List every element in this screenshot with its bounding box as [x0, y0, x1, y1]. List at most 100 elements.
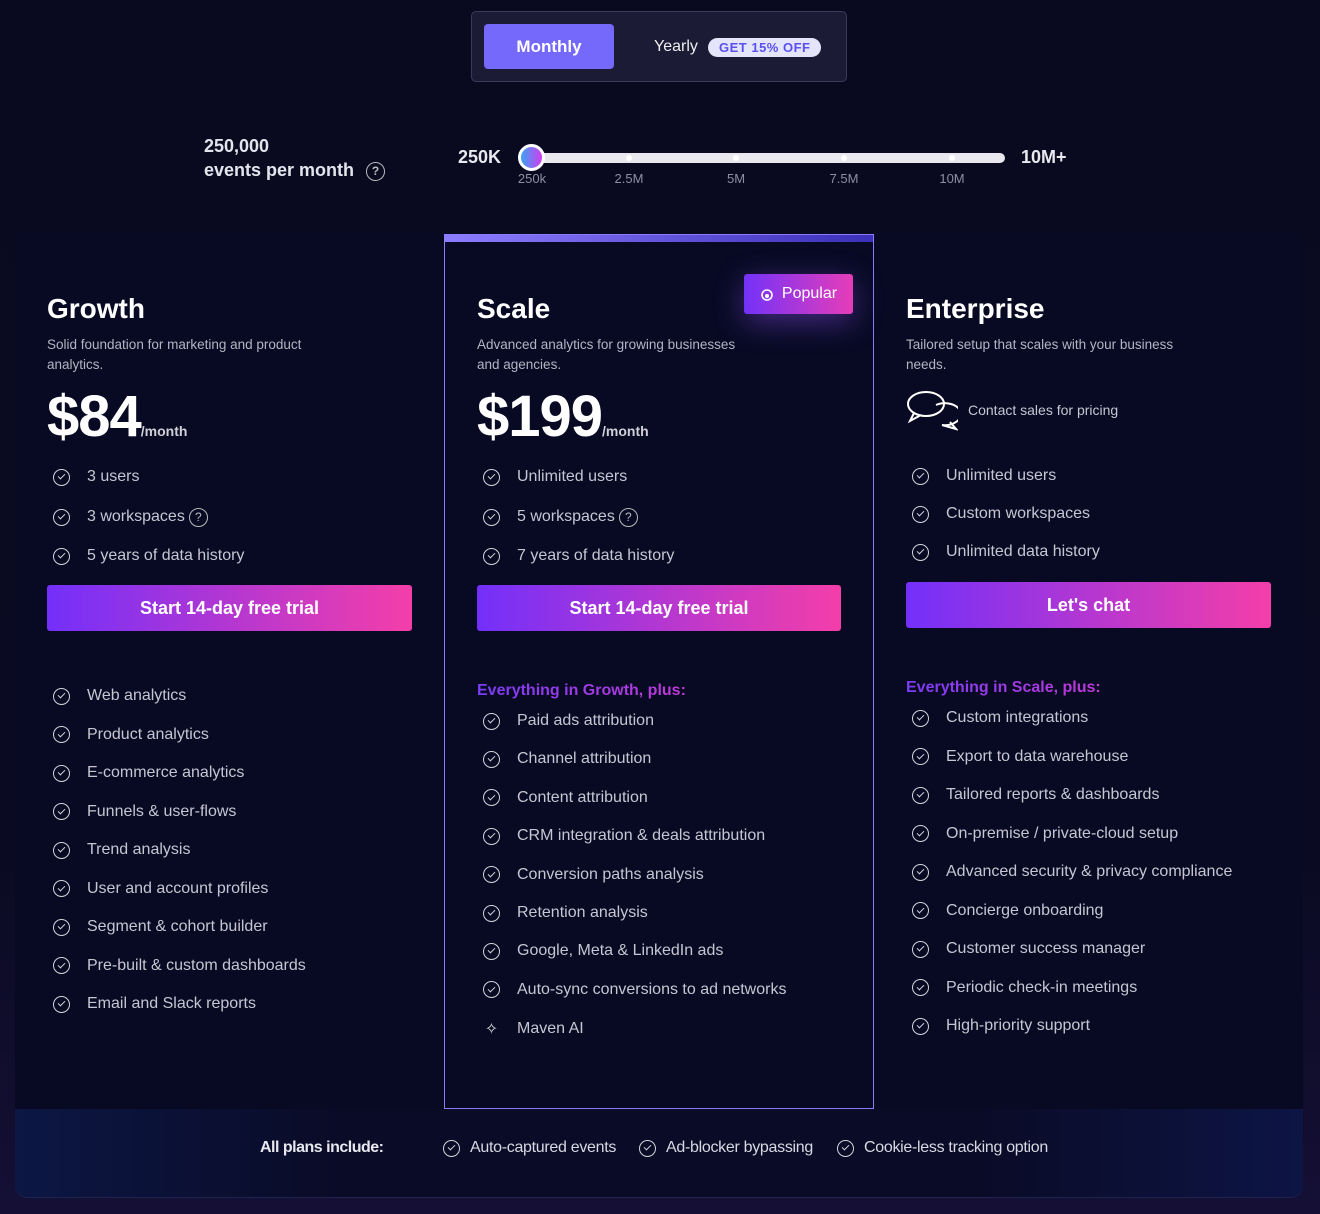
plus-heading: Everything in Growth, plus:: [477, 682, 686, 699]
check-circle-icon: [53, 803, 70, 820]
start-trial-button[interactable]: Start 14-day free trial: [47, 585, 412, 631]
check-circle-icon: [912, 825, 929, 842]
price-period: /month: [602, 423, 649, 439]
feature-label: Export to data warehouse: [946, 747, 1129, 765]
feature-item: 7 years of data history: [483, 547, 674, 565]
feature-label: Retention analysis: [517, 904, 648, 921]
all-plans-label: All plans include:: [260, 1139, 384, 1156]
check-circle-icon: [53, 918, 70, 936]
feature-item: User and account profiles: [53, 880, 268, 898]
plan-name: Enterprise: [906, 293, 1045, 324]
slider-tick: 2.5M: [614, 171, 644, 186]
check-circle-icon: [912, 979, 929, 996]
footer-item: Ad-blocker bypassing: [639, 1139, 813, 1157]
feature-item: CRM integration & deals attribution: [483, 827, 765, 845]
feature-item: Customer success manager: [912, 940, 1145, 958]
feature-label: Concierge onboarding: [946, 901, 1104, 919]
popular-badge: Popular: [744, 274, 853, 314]
footer-item-label: Ad-blocker bypassing: [666, 1139, 813, 1156]
feature-label: Unlimited data history: [946, 543, 1100, 560]
check-circle-icon: [912, 786, 929, 804]
check-circle-icon: [912, 543, 929, 561]
feature-item: Segment & cohort builder: [53, 918, 268, 936]
feature-label: Tailored reports & dashboards: [946, 786, 1160, 803]
feature-label: Funnels & user-flows: [87, 802, 237, 820]
check-circle-icon: [483, 468, 500, 486]
events-slider-track[interactable]: [522, 153, 1005, 163]
feature-label: 5 years of data history: [87, 547, 245, 564]
feature-item: Custom workspaces: [912, 505, 1090, 523]
check-circle-icon: [53, 687, 70, 705]
slider-thumb[interactable]: [518, 144, 545, 171]
yearly-button[interactable]: Yearly: [654, 38, 698, 55]
check-circle-icon: [837, 1139, 854, 1157]
feature-item: Concierge onboarding: [912, 902, 1103, 920]
feature-item: E-commerce analytics: [53, 764, 244, 782]
price-value: $199: [477, 384, 603, 449]
popular-label: Popular: [781, 285, 838, 302]
feature-item: Tailored reports & dashboards: [912, 786, 1159, 804]
plan-price: $199/month: [477, 383, 649, 450]
check-circle-icon: [483, 827, 500, 845]
feature-item: Unlimited users: [483, 468, 627, 486]
price-period: /month: [140, 423, 188, 439]
all-plans-footer: All plans include: Auto-captured events …: [15, 1109, 1303, 1198]
feature-label: Trend analysis: [87, 841, 191, 858]
feature-label: Customer success manager: [946, 940, 1146, 957]
lets-chat-button[interactable]: Let's chat: [906, 582, 1271, 628]
slider-max-label: 10M+: [1021, 147, 1067, 167]
feature-item: Paid ads attribution: [483, 712, 654, 730]
price-value: $84: [47, 384, 142, 449]
question-circle-icon[interactable]: ?: [366, 161, 386, 181]
plan-name: Growth: [47, 293, 145, 324]
feature-label: Segment & cohort builder: [87, 918, 268, 935]
feature-label: Channel attribution: [517, 750, 652, 768]
feature-item: Retention analysis: [483, 904, 648, 922]
slider-tick: 250k: [517, 171, 547, 186]
plan-description: Solid foundation for marketing and produ…: [47, 337, 302, 372]
feature-item: Google, Meta & LinkedIn ads: [483, 942, 723, 960]
feature-item: 5 workspaces?: [483, 507, 638, 527]
slider-dot: [949, 155, 955, 161]
monthly-button[interactable]: Monthly: [484, 24, 614, 69]
feature-label: Unlimited users: [946, 467, 1057, 484]
check-circle-icon: [443, 1139, 460, 1157]
footer-item: Cookie-less tracking option: [837, 1139, 1048, 1157]
question-circle-icon[interactable]: ?: [618, 507, 638, 527]
discount-badge[interactable]: GET 15% OFF: [708, 38, 822, 57]
slider-tick: 5M: [726, 171, 746, 186]
feature-item: Email and Slack reports: [53, 995, 256, 1013]
feature-item: Unlimited data history: [912, 543, 1100, 561]
feature-item: Pre-built & custom dashboards: [53, 957, 306, 975]
feature-item: Content attribution: [483, 789, 648, 807]
feature-item: Web analytics: [53, 687, 186, 705]
question-circle-icon[interactable]: ?: [188, 507, 208, 527]
check-circle-icon: [53, 508, 70, 526]
check-circle-icon: [483, 904, 500, 922]
feature-label: Maven AI: [517, 1020, 584, 1038]
check-circle-icon: [639, 1139, 656, 1157]
check-circle-icon: [53, 726, 70, 743]
feature-label: 3 users: [87, 468, 140, 485]
feature-label: Conversion paths analysis: [517, 865, 704, 883]
feature-item: 5 years of data history: [53, 547, 244, 565]
check-circle-icon: [912, 940, 929, 958]
plan-price: $84/month: [47, 383, 187, 450]
feature-item: Custom integrations: [912, 709, 1088, 727]
check-circle-icon: [483, 508, 500, 526]
check-circle-icon: [912, 467, 929, 485]
check-circle-icon: [912, 748, 929, 765]
start-trial-button[interactable]: Start 14-day free trial: [477, 585, 841, 631]
feature-label: Auto-sync conversions to ad networks: [517, 980, 787, 998]
feature-item: Product analytics: [53, 726, 209, 744]
slider-dot: [733, 155, 739, 161]
check-circle-icon: [53, 841, 70, 859]
feature-label: CRM integration & deals attribution: [517, 827, 766, 845]
check-circle-icon: [53, 547, 70, 565]
feature-label: Content attribution: [517, 788, 648, 806]
feature-item: On-premise / private-cloud setup: [912, 825, 1178, 843]
feature-item: Auto-sync conversions to ad networks: [483, 981, 786, 999]
plus-heading: Everything in Scale, plus:: [906, 679, 1101, 696]
feature-label: Paid ads attribution: [517, 712, 654, 729]
slider-tick: 10M: [939, 171, 965, 186]
